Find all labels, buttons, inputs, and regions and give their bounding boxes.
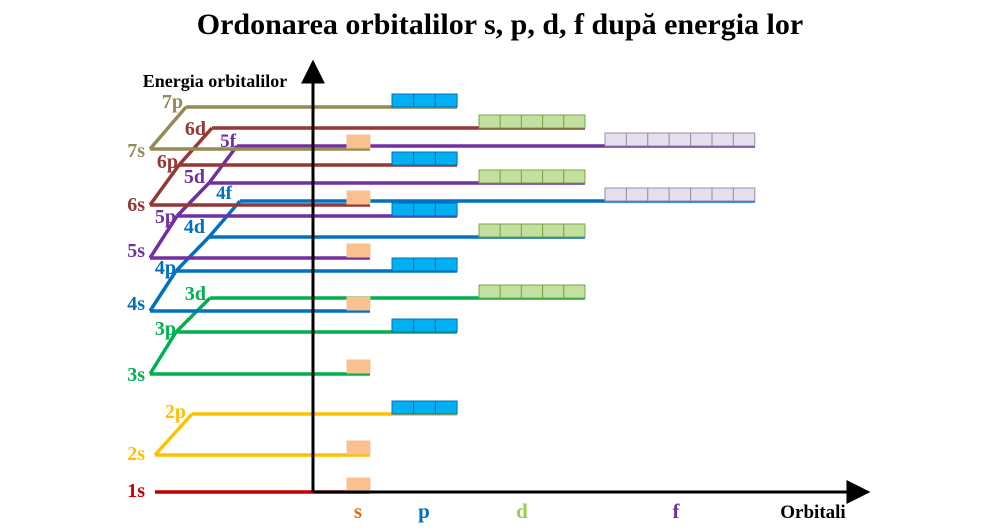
level-label-3s: 3s xyxy=(127,364,145,386)
level-label-5f: 5f xyxy=(220,131,237,152)
level-label-3p: 3p xyxy=(155,318,176,340)
connector-2s-2p xyxy=(153,412,194,457)
orbital-box-5f-3 xyxy=(647,132,670,147)
orbital-box-4p-1 xyxy=(391,257,415,272)
orbital-box-4d-5 xyxy=(563,223,586,238)
orbital-box-7s-1 xyxy=(346,134,371,149)
orbital-box-4f-5 xyxy=(690,187,713,202)
orbital-box-6p-3 xyxy=(434,151,458,166)
orbital-box-3d-5 xyxy=(563,284,586,299)
orbital-box-6s-1 xyxy=(346,190,371,205)
orbital-box-2p-3 xyxy=(434,400,458,415)
orbital-box-5d-3 xyxy=(520,169,544,184)
level-label-2p: 2p xyxy=(165,401,186,423)
orbital-box-4f-6 xyxy=(711,187,734,202)
connector-5s-5p xyxy=(148,215,179,259)
connector-4p-4d xyxy=(174,235,211,273)
orbital-box-7p-3 xyxy=(434,93,458,108)
orbital-box-4p-2 xyxy=(413,257,436,272)
orbital-box-5f-2 xyxy=(625,132,649,147)
level-label-6s: 6s xyxy=(127,194,145,216)
orbital-box-2p-2 xyxy=(413,400,436,415)
orbital-box-5p-1 xyxy=(391,202,415,217)
orbital-box-3s-1 xyxy=(346,359,371,374)
orbital-box-5d-5 xyxy=(563,169,586,184)
orbital-box-6p-2 xyxy=(413,151,436,166)
orbital-box-7p-1 xyxy=(391,93,415,108)
level-label-4p: 4p xyxy=(155,257,176,279)
orbital-box-3d-2 xyxy=(499,284,522,299)
orbital-box-3p-2 xyxy=(413,318,436,333)
orbital-box-5f-6 xyxy=(711,132,734,147)
orbital-box-3p-3 xyxy=(434,318,458,333)
orbital-box-6d-5 xyxy=(563,114,586,129)
orbital-box-4d-1 xyxy=(478,223,501,238)
level-label-4s: 4s xyxy=(127,293,145,315)
orbital-box-5f-1 xyxy=(604,132,627,147)
level-label-2s: 2s xyxy=(127,443,145,465)
orbital-box-5f-4 xyxy=(668,132,692,147)
level-label-3d: 3d xyxy=(185,283,206,305)
connector-6s-6p xyxy=(148,163,181,207)
orbital-box-4f-2 xyxy=(625,187,649,202)
orbital-box-6d-3 xyxy=(520,114,544,129)
orbital-box-5d-2 xyxy=(499,169,522,184)
level-label-5d: 5d xyxy=(184,166,205,188)
diagram-title: Ordonarea orbitalilor s, p, d, f după en… xyxy=(196,8,804,41)
orbital-box-3p-1 xyxy=(391,318,415,333)
orbital-box-4d-3 xyxy=(520,223,544,238)
orbital-box-4d-4 xyxy=(542,223,565,238)
orbital-box-5d-4 xyxy=(542,169,565,184)
orbital-box-7p-2 xyxy=(413,93,436,108)
orbital-box-5f-7 xyxy=(732,132,756,147)
orbital-box-4f-1 xyxy=(604,187,627,202)
orbital-box-4f-4 xyxy=(668,187,692,202)
orbital-box-5p-3 xyxy=(434,202,458,217)
orbital-box-4d-2 xyxy=(499,223,522,238)
column-label-s: s xyxy=(354,499,362,523)
connector-3s-3p xyxy=(148,331,178,375)
x-axis-label: Orbitali xyxy=(780,502,845,523)
level-label-5p: 5p xyxy=(155,206,176,228)
orbital-box-5p-2 xyxy=(413,202,436,217)
orbital-box-2s-1 xyxy=(346,440,371,455)
y-axis-label: Energia orbitalilor xyxy=(143,71,287,91)
orbital-box-1s-1 xyxy=(346,477,371,492)
orbital-box-5d-1 xyxy=(478,169,501,184)
column-label-p: p xyxy=(418,499,430,523)
column-label-f: f xyxy=(673,499,681,523)
level-label-4f: 4f xyxy=(216,183,233,204)
level-label-1s: 1s xyxy=(127,480,145,502)
level-label-7p: 7p xyxy=(162,91,183,113)
level-label-7s: 7s xyxy=(127,140,145,162)
connector-3p-3d xyxy=(174,296,212,334)
orbital-box-6d-4 xyxy=(542,114,565,129)
connector-7s-7p xyxy=(148,105,188,151)
level-label-5s: 5s xyxy=(127,240,145,262)
orbital-box-3d-3 xyxy=(520,284,544,299)
orbital-box-4f-7 xyxy=(732,187,756,202)
orbital-box-2p-1 xyxy=(391,400,415,415)
level-label-6p: 6p xyxy=(157,151,178,173)
orbital-box-3d-4 xyxy=(542,284,565,299)
level-label-4d: 4d xyxy=(184,216,205,238)
orbital-box-6d-2 xyxy=(499,114,522,129)
column-label-d: d xyxy=(516,499,528,523)
level-label-6d: 6d xyxy=(185,118,206,140)
orbital-box-4s-1 xyxy=(346,296,371,311)
orbital-box-5s-1 xyxy=(346,243,371,258)
orbital-box-6d-1 xyxy=(478,114,501,129)
orbital-box-4f-3 xyxy=(647,187,670,202)
orbital-box-6p-1 xyxy=(391,151,415,166)
orbital-box-5f-5 xyxy=(690,132,713,147)
connector-4s-4p xyxy=(148,270,178,312)
connector-6p-6d xyxy=(177,126,214,167)
orbital-box-3d-1 xyxy=(478,284,501,299)
connector-5p-5d xyxy=(175,181,211,218)
connector-4d-4f xyxy=(207,199,242,239)
orbital-box-4p-3 xyxy=(434,257,458,272)
